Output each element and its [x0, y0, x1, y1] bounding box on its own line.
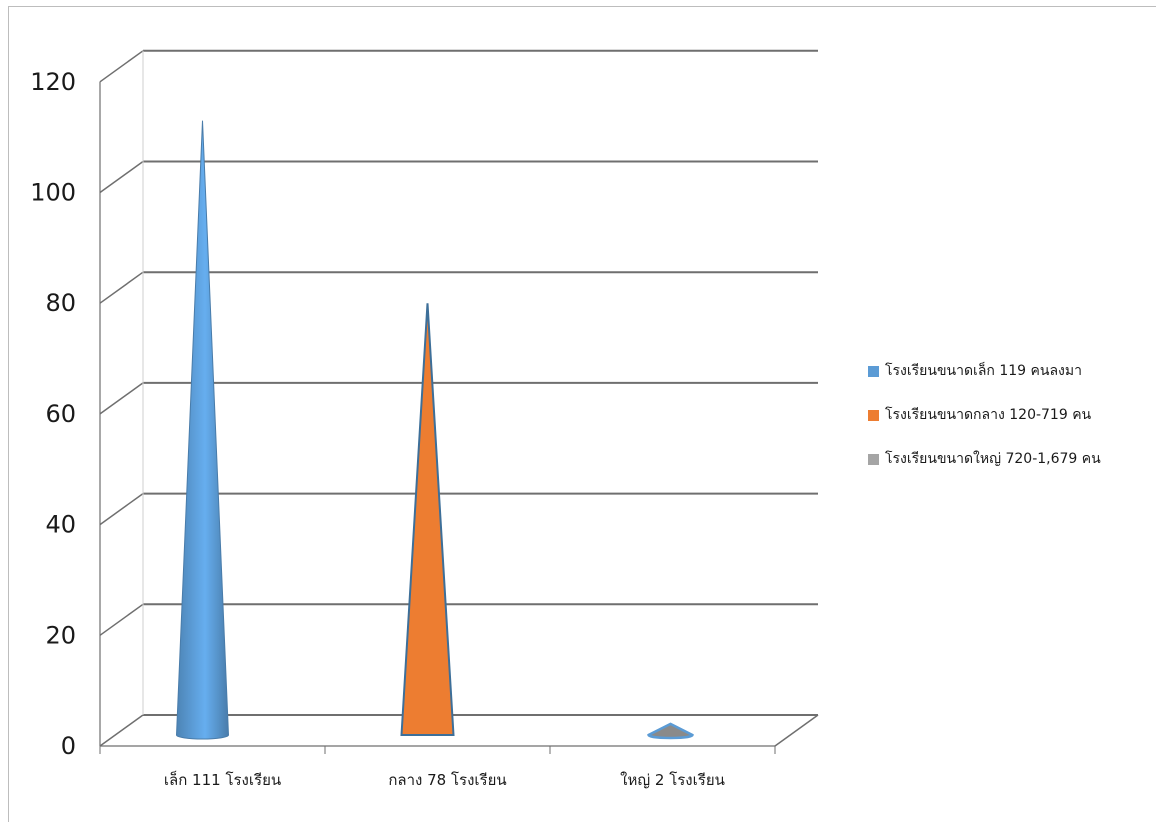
- cone-bars: [175, 120, 694, 740]
- side-gridline: [99, 271, 144, 304]
- y-tick-label: 100: [30, 179, 76, 207]
- y-tick-label: 80: [45, 289, 76, 317]
- side-gridline: [99, 160, 144, 194]
- legend-item-small: โรงเรียนขนาดเล็ก 119 คนลงมา: [868, 360, 1153, 382]
- y-tick-label: 120: [30, 68, 76, 96]
- y-tick-label: 20: [45, 621, 76, 649]
- legend-label-medium: โรงเรียนขนาดกลาง 120-719 คน: [885, 407, 1092, 423]
- x-category-label: ใหญ่ 2 โรงเรียน: [620, 771, 725, 789]
- legend-swatch-large: [868, 453, 879, 465]
- y-tick-label: 40: [45, 511, 76, 539]
- legend-swatch-medium: [868, 409, 879, 421]
- side-gridline: [99, 492, 144, 526]
- gridlines: [99, 49, 818, 747]
- cone-bar-large: [647, 722, 694, 740]
- side-gridline: [99, 603, 144, 636]
- y-tick-label: 60: [45, 400, 76, 428]
- legend-swatch-small: [868, 365, 879, 377]
- x-axis-categories: เล็ก 111 โรงเรียน กลาง 78 โรงเรียน ใหญ่ 2 …: [164, 770, 725, 789]
- y-tick-label: 0: [61, 732, 76, 760]
- legend-label-small: โรงเรียนขนาดเล็ก 119 คนลงมา: [885, 363, 1082, 379]
- legend-item-large: โรงเรียนขนาดใหญ่ 720-1,679 คน: [868, 448, 1153, 470]
- cone-bar-medium: [400, 303, 455, 736]
- side-gridline: [99, 382, 144, 415]
- x-category-label: เล็ก 111 โรงเรียน: [164, 770, 281, 789]
- axes: [99, 50, 819, 754]
- legend: โรงเรียนขนาดเล็ก 119 คนลงมา โรงเรียนขนาด…: [868, 360, 1153, 492]
- x-category-label: กลาง 78 โรงเรียน: [388, 771, 506, 789]
- floor-right-edge: [774, 714, 819, 747]
- y-axis-ticks: 0 20 40 60 80 100 120: [30, 68, 76, 760]
- cone-bar-small: [175, 120, 230, 740]
- side-gridline: [99, 50, 144, 83]
- legend-label-large: โรงเรียนขนาดใหญ่ 720-1,679 คน: [885, 451, 1101, 467]
- chart-frame: [8, 6, 1156, 822]
- legend-item-medium: โรงเรียนขนาดกลาง 120-719 คน: [868, 404, 1153, 426]
- side-gridline: [99, 714, 144, 747]
